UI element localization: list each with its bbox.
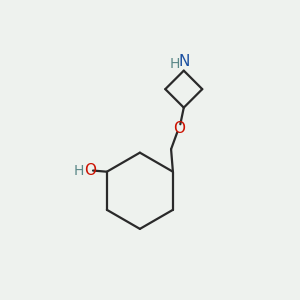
Text: O: O bbox=[173, 121, 185, 136]
Text: H: H bbox=[74, 164, 84, 178]
Text: O: O bbox=[84, 163, 96, 178]
Text: N: N bbox=[178, 55, 190, 70]
Text: H: H bbox=[170, 57, 180, 71]
